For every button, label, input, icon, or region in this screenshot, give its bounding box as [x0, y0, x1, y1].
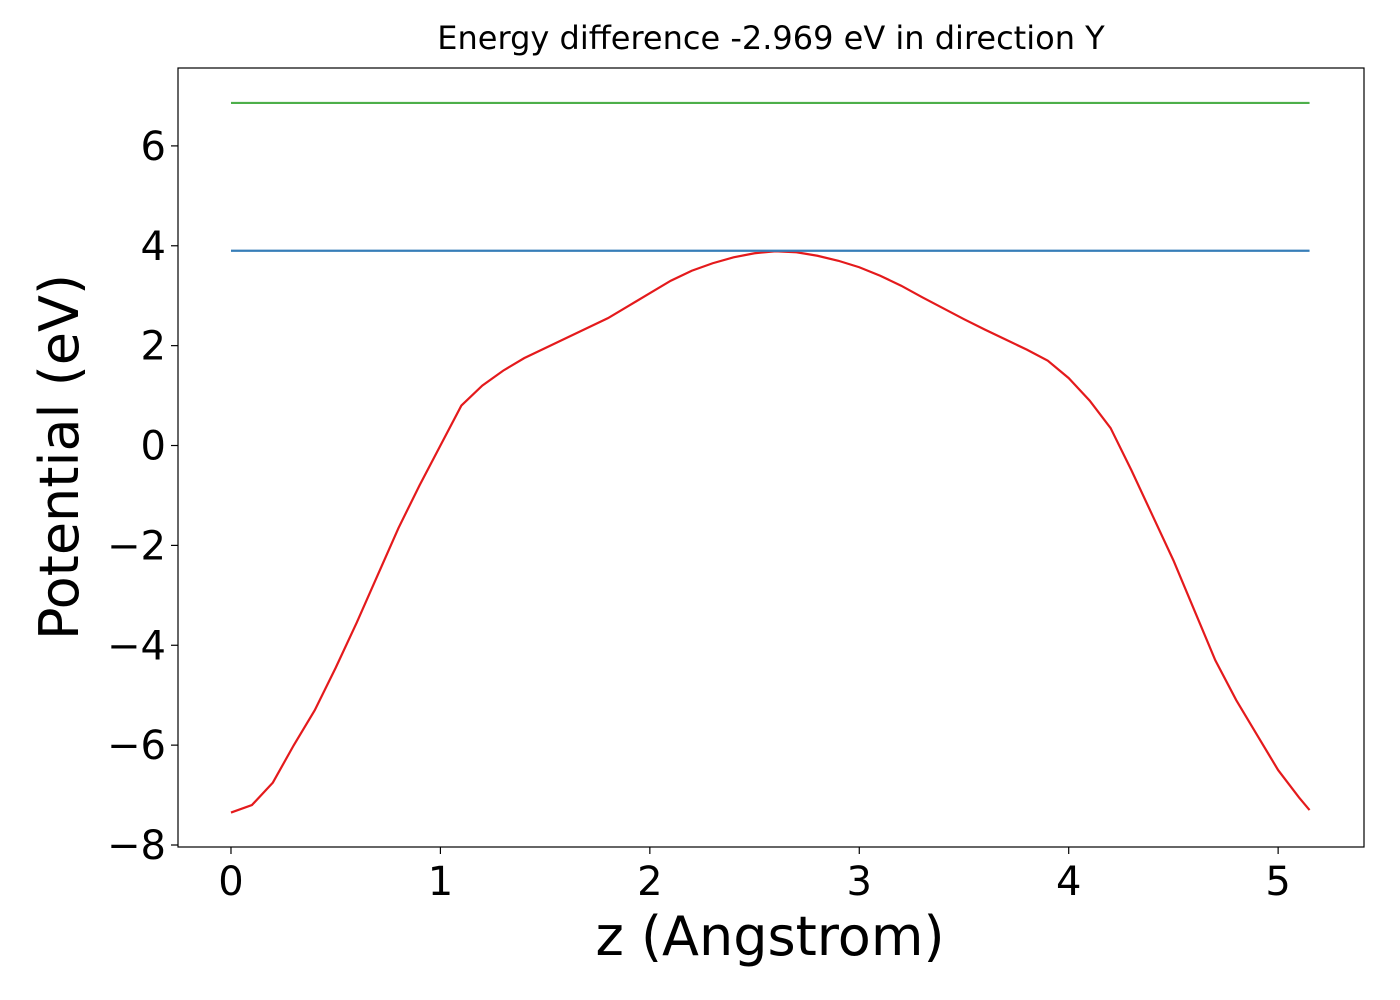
y-tick-label: 6 [141, 124, 166, 170]
x-tick-label: 4 [1056, 859, 1081, 905]
y-tick-label: −8 [107, 823, 166, 869]
line-series [230, 250, 1311, 814]
x-tick-label: 0 [218, 859, 243, 905]
y-tick-label: −6 [107, 723, 166, 769]
plot-frame [177, 67, 1365, 848]
x-axis-label: z (Angstrom) [595, 905, 944, 968]
chart-title: Energy difference -2.969 eV in direction… [437, 19, 1105, 57]
y-tick-label: −4 [107, 623, 166, 669]
y-tick-label: 4 [141, 224, 166, 270]
y-tick-label: −2 [107, 523, 166, 569]
y-tick-label: 2 [141, 324, 166, 370]
y-tick-label: 0 [141, 424, 166, 470]
x-tick-label: 5 [1265, 859, 1290, 905]
x-tick-label: 1 [428, 859, 453, 905]
x-tick-label: 3 [847, 859, 872, 905]
y-axis-label: Potential (eV) [28, 274, 91, 640]
x-tick-label: 2 [637, 859, 662, 905]
